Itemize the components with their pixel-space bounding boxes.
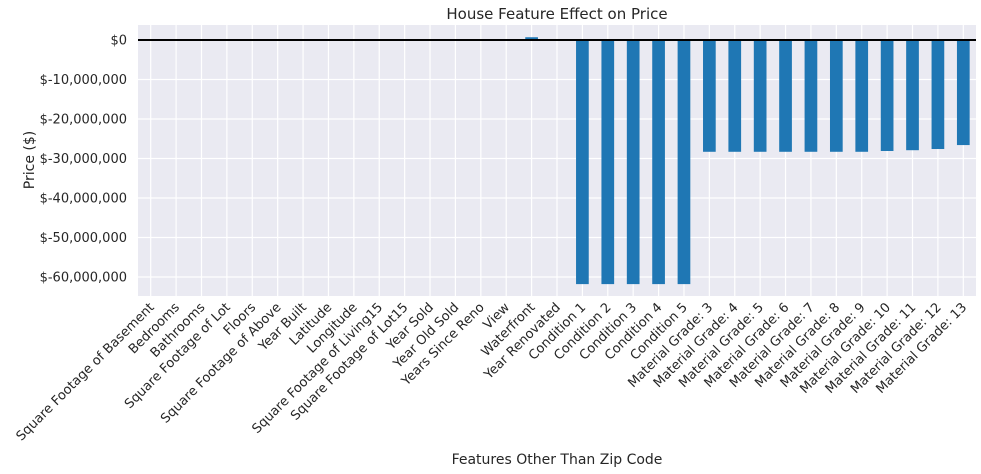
bar — [652, 40, 665, 285]
y-tick-label: $-40,000,000 — [40, 192, 127, 207]
y-tick-labels: $0 $-10,000,000 $-20,000,000 $-30,000,000 $-… — [40, 34, 127, 286]
bar — [880, 40, 894, 151]
bar — [626, 40, 640, 285]
bar — [804, 40, 818, 152]
y-tick-label: $-60,000,000 — [40, 271, 127, 286]
bar — [855, 40, 869, 152]
bar — [779, 40, 792, 152]
bar — [753, 40, 767, 152]
grid-lines — [138, 25, 976, 296]
x-tick-label: Square Footage of Basement — [14, 300, 158, 444]
y-tick-label: $-20,000,000 — [40, 113, 127, 128]
bar — [525, 37, 538, 40]
y-axis-label: Price ($) — [22, 131, 38, 189]
bar — [601, 40, 615, 285]
bars — [525, 37, 970, 285]
bar — [728, 40, 742, 152]
bar — [931, 40, 945, 150]
y-tick-label: $-50,000,000 — [40, 231, 127, 246]
bar — [677, 40, 691, 285]
bar — [576, 40, 589, 285]
x-axis-label: Features Other Than Zip Code — [452, 452, 663, 468]
bar — [703, 40, 716, 152]
bar — [906, 40, 919, 151]
bar — [956, 40, 970, 146]
y-tick-label: $-10,000,000 — [40, 73, 127, 88]
y-tick-label: $0 — [110, 34, 127, 49]
y-tick-label: $-30,000,000 — [40, 152, 127, 167]
x-tick-labels: Square Footage of BasementBedroomsBathro… — [14, 300, 971, 444]
chart-title: House Feature Effect on Price — [446, 5, 667, 23]
bar — [829, 40, 843, 152]
